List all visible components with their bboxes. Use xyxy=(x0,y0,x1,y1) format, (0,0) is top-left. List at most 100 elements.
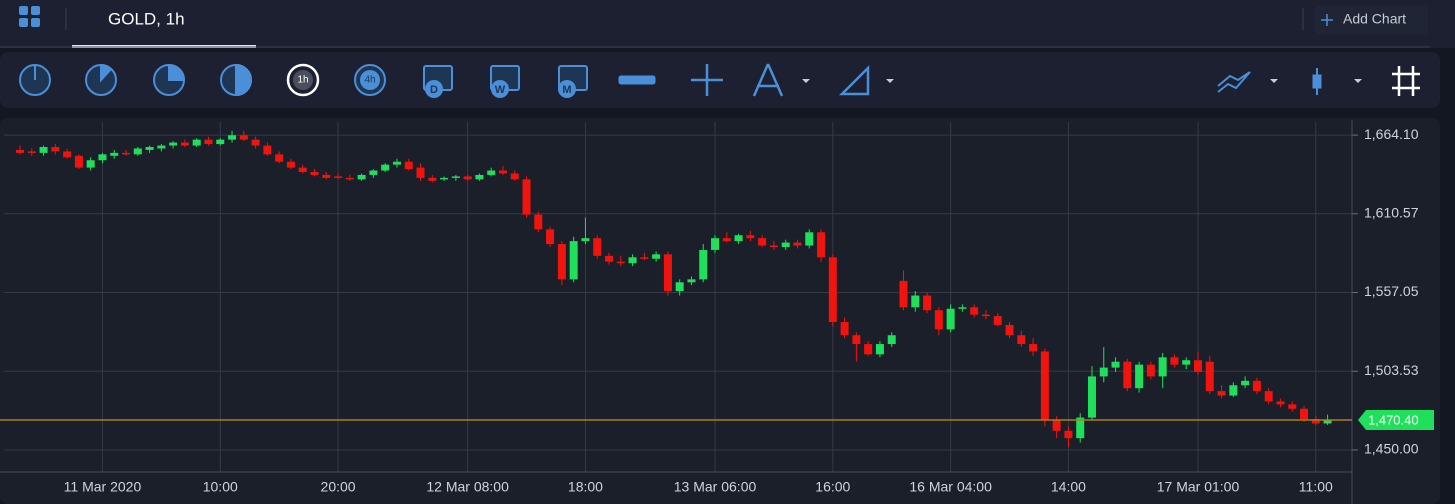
candle-body xyxy=(169,142,178,146)
candle-body xyxy=(145,147,154,150)
candle-body xyxy=(687,279,696,283)
candle-body xyxy=(1158,357,1167,377)
candle-body xyxy=(74,155,83,168)
candle-body xyxy=(852,335,861,345)
candle-body xyxy=(204,139,213,145)
candle-body xyxy=(322,174,331,178)
x-tick-label: 18:00 xyxy=(568,479,603,495)
x-tick-label: 16:00 xyxy=(815,479,850,495)
candle-body xyxy=(1194,360,1202,372)
candle-body xyxy=(993,316,1002,325)
y-tick-label: 1,450.00 xyxy=(1364,441,1419,457)
price-tag-label: 1,470.40 xyxy=(1368,412,1419,427)
x-tick-label: 16 Mar 04:00 xyxy=(909,479,992,495)
timeframe-day[interactable]: D xyxy=(423,65,453,98)
chart-tab[interactable]: GOLD, 1h xyxy=(108,9,185,28)
candle-body xyxy=(1052,420,1061,431)
candle-body xyxy=(1087,376,1096,418)
icon-label: 4h xyxy=(364,75,375,86)
candle-body xyxy=(781,242,790,247)
top-bar xyxy=(0,0,1455,48)
candle-body xyxy=(569,241,578,280)
indicator-tool[interactable] xyxy=(1217,71,1278,93)
candle-body xyxy=(1252,380,1261,392)
candle-body xyxy=(110,152,119,156)
candle-body xyxy=(864,344,873,355)
candle-body xyxy=(875,344,884,355)
candle-body xyxy=(16,149,24,153)
candle-body xyxy=(1064,430,1073,439)
candle-body xyxy=(1288,404,1297,409)
candle-body xyxy=(251,139,260,146)
candle-body xyxy=(428,177,437,181)
chart-panel xyxy=(0,118,1440,504)
candle-body xyxy=(970,307,979,315)
candle-body xyxy=(923,295,932,311)
candle-body xyxy=(122,152,131,155)
candle-body xyxy=(557,244,566,280)
candle-body xyxy=(640,257,649,259)
draw-tool[interactable] xyxy=(752,63,810,97)
candle-body xyxy=(440,177,449,180)
shape-tool[interactable] xyxy=(838,64,894,96)
candle-body xyxy=(216,139,225,145)
apps-button[interactable] xyxy=(19,6,40,27)
candle-body xyxy=(239,135,248,140)
candle-body xyxy=(357,174,366,180)
candle-body xyxy=(1241,380,1250,386)
candle-body xyxy=(911,295,920,308)
timeframe-15m[interactable] xyxy=(153,63,186,96)
timeframe-1m[interactable] xyxy=(19,64,51,96)
candle-body xyxy=(463,176,472,180)
y-tick-label: 1,557.05 xyxy=(1364,283,1419,299)
candle-body xyxy=(805,232,814,246)
crosshair-tool[interactable] xyxy=(691,64,723,96)
candle-body xyxy=(1040,351,1049,421)
candle-body xyxy=(157,145,166,149)
candle-body xyxy=(616,261,625,264)
candle-body xyxy=(498,170,507,174)
x-tick-label: 14:00 xyxy=(1051,479,1086,495)
timeframe-month[interactable]: M xyxy=(558,65,588,98)
candle-body xyxy=(605,255,613,262)
candle-body xyxy=(1135,364,1144,389)
add-chart-button[interactable]: Add Chart xyxy=(1314,6,1428,34)
candle-body xyxy=(887,335,896,345)
grid-toggle[interactable] xyxy=(1392,66,1420,96)
candle-body xyxy=(475,174,484,180)
candle-body xyxy=(381,164,390,171)
chart-type-tool[interactable] xyxy=(618,75,656,85)
timeframe-week[interactable]: W xyxy=(490,65,520,98)
candle-body xyxy=(899,280,908,308)
candle-body xyxy=(1323,419,1332,424)
candle-body xyxy=(63,151,72,158)
icon-label: 1h xyxy=(297,75,308,86)
candle-body xyxy=(51,147,60,152)
timeframe-4h[interactable]: 4h xyxy=(354,64,386,96)
timeframe-5m[interactable] xyxy=(85,63,117,96)
candle-body xyxy=(734,235,743,242)
candle-style-tool[interactable] xyxy=(1312,68,1362,95)
candle-body xyxy=(1146,364,1155,377)
x-tick-label: 20:00 xyxy=(321,479,356,495)
candle-body xyxy=(404,161,413,170)
candle-body xyxy=(1111,361,1120,368)
plot: 1,450.00 1,503.53 1,557.05 1,610.57 1,664.10… xyxy=(0,120,1434,504)
candle-body xyxy=(487,170,496,175)
candle-body xyxy=(675,282,684,292)
candle-body xyxy=(1099,367,1108,377)
candle-body xyxy=(27,151,36,153)
timeframe-30m[interactable] xyxy=(220,63,252,97)
candle-body xyxy=(1311,419,1320,424)
candle-body xyxy=(310,172,319,175)
candle-body xyxy=(546,229,555,245)
candle-body xyxy=(1264,391,1273,402)
candle-body xyxy=(946,308,955,330)
candle-body xyxy=(958,307,967,309)
candle-body xyxy=(981,314,990,317)
candle-body xyxy=(534,214,543,230)
candle-body xyxy=(369,170,378,175)
candle-body xyxy=(451,176,460,178)
timeframe-1h[interactable]: 1h xyxy=(286,63,320,97)
